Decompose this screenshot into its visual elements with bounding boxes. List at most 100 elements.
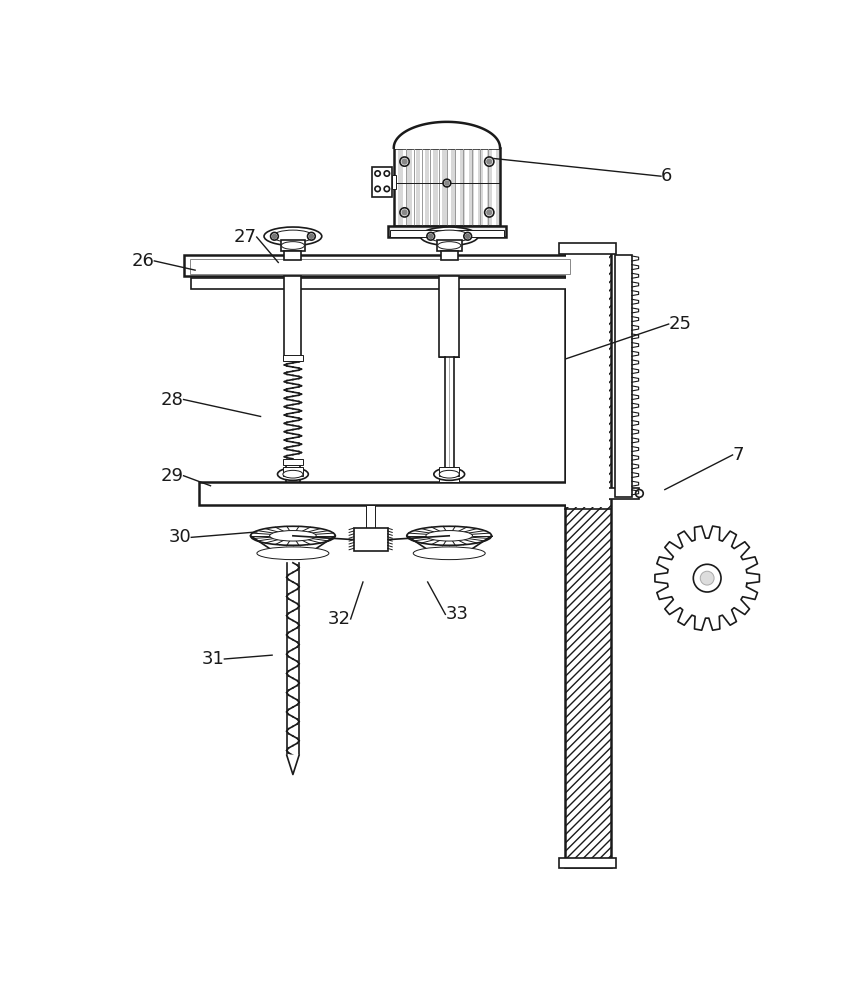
- Bar: [615, 255, 631, 497]
- Polygon shape: [407, 536, 426, 559]
- Bar: [576, 488, 639, 499]
- Ellipse shape: [437, 242, 461, 249]
- Bar: [436, 240, 462, 251]
- Bar: [439, 473, 459, 482]
- Bar: [353, 528, 388, 551]
- Bar: [190, 259, 570, 274]
- Bar: [184, 255, 576, 276]
- Polygon shape: [250, 536, 269, 559]
- Polygon shape: [473, 536, 492, 559]
- Polygon shape: [316, 536, 335, 559]
- Ellipse shape: [277, 468, 308, 480]
- Circle shape: [309, 234, 313, 238]
- Polygon shape: [655, 526, 759, 630]
- Bar: [199, 482, 576, 505]
- Bar: [281, 240, 305, 251]
- Circle shape: [694, 564, 721, 592]
- Bar: [496, 148, 501, 226]
- Circle shape: [427, 232, 435, 240]
- Bar: [439, 466, 459, 476]
- Bar: [443, 148, 448, 226]
- Bar: [283, 355, 303, 361]
- Circle shape: [487, 210, 492, 215]
- Ellipse shape: [264, 227, 322, 246]
- Ellipse shape: [250, 526, 335, 545]
- Text: 32: 32: [327, 610, 351, 628]
- Text: 25: 25: [669, 315, 692, 333]
- Ellipse shape: [273, 230, 313, 242]
- Polygon shape: [287, 755, 299, 774]
- Text: 26: 26: [132, 252, 154, 270]
- Circle shape: [466, 234, 469, 238]
- Ellipse shape: [257, 547, 329, 560]
- Bar: [283, 466, 303, 476]
- Circle shape: [445, 181, 449, 185]
- Circle shape: [429, 234, 433, 238]
- Text: 31: 31: [202, 650, 224, 668]
- Circle shape: [307, 232, 315, 240]
- Circle shape: [485, 208, 494, 217]
- Bar: [416, 148, 421, 226]
- Bar: [284, 251, 301, 260]
- Bar: [390, 230, 504, 237]
- Bar: [406, 148, 411, 226]
- Bar: [559, 858, 617, 868]
- Bar: [191, 278, 569, 289]
- Bar: [366, 505, 375, 528]
- Bar: [286, 465, 300, 482]
- Bar: [434, 148, 438, 226]
- Bar: [451, 148, 456, 226]
- Circle shape: [400, 208, 409, 217]
- Bar: [439, 276, 459, 357]
- Text: 7: 7: [733, 446, 744, 464]
- Ellipse shape: [420, 227, 478, 246]
- Text: 28: 28: [161, 391, 184, 409]
- Ellipse shape: [413, 547, 485, 560]
- Circle shape: [402, 210, 407, 215]
- Circle shape: [485, 157, 494, 166]
- Circle shape: [464, 232, 472, 240]
- Ellipse shape: [430, 230, 469, 242]
- Bar: [441, 251, 458, 260]
- Ellipse shape: [434, 468, 465, 480]
- Bar: [372, 167, 392, 197]
- Circle shape: [385, 171, 390, 176]
- Bar: [283, 459, 303, 465]
- Circle shape: [375, 171, 380, 176]
- Ellipse shape: [407, 526, 492, 545]
- Polygon shape: [394, 122, 500, 148]
- Bar: [488, 148, 492, 226]
- Text: 27: 27: [234, 228, 256, 246]
- Circle shape: [701, 571, 714, 585]
- Ellipse shape: [269, 531, 316, 541]
- Bar: [388, 226, 507, 237]
- Text: 6: 6: [661, 167, 672, 185]
- Circle shape: [443, 179, 451, 187]
- Bar: [461, 148, 465, 226]
- Bar: [392, 175, 396, 189]
- Circle shape: [400, 157, 409, 166]
- Circle shape: [636, 490, 643, 497]
- Circle shape: [375, 186, 380, 192]
- Bar: [424, 148, 430, 226]
- Circle shape: [270, 232, 278, 240]
- Bar: [478, 148, 483, 226]
- Ellipse shape: [426, 531, 473, 541]
- Ellipse shape: [439, 470, 459, 478]
- Circle shape: [487, 159, 492, 164]
- Text: 29: 29: [160, 467, 184, 485]
- Bar: [284, 276, 301, 359]
- Text: 33: 33: [445, 605, 469, 623]
- Bar: [469, 148, 475, 226]
- Circle shape: [273, 234, 276, 238]
- Bar: [565, 251, 611, 867]
- Bar: [559, 243, 617, 254]
- Ellipse shape: [281, 242, 305, 249]
- Ellipse shape: [283, 470, 303, 478]
- Bar: [397, 148, 403, 226]
- Bar: [566, 252, 610, 507]
- Text: 30: 30: [169, 528, 191, 546]
- Bar: [394, 148, 500, 226]
- Circle shape: [402, 159, 407, 164]
- Circle shape: [385, 186, 390, 192]
